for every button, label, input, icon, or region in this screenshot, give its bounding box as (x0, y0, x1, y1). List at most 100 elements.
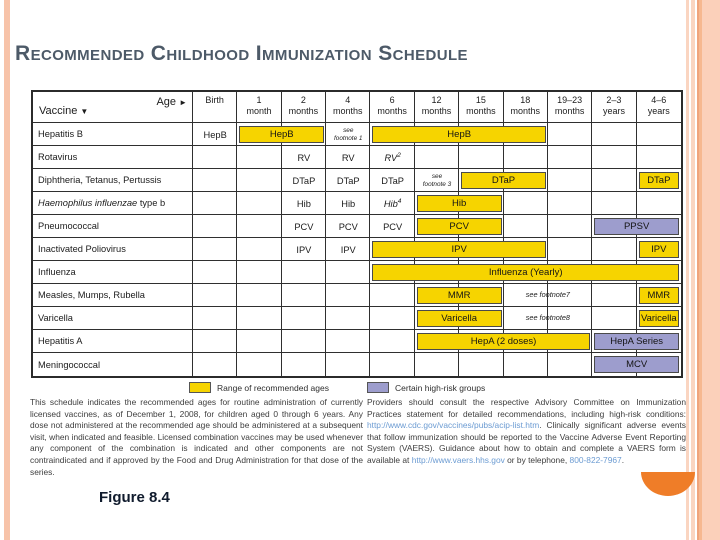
table-cell (592, 192, 637, 215)
row-label: Diphtheria, Tetanus, Pertussis (33, 169, 193, 192)
cell-entry: PCV (294, 221, 314, 232)
table-cell (547, 169, 593, 192)
table-cell (503, 307, 548, 330)
cell-entry: Hib (296, 198, 311, 209)
table-cell (503, 238, 548, 261)
column-header: 6 months (370, 92, 415, 123)
table-cell (281, 238, 327, 261)
column-header: 4–6 years (636, 92, 681, 123)
table-cell (237, 192, 282, 215)
table-cell (548, 353, 593, 376)
cell-entry: HepB (203, 129, 227, 140)
table-cell (193, 353, 238, 376)
footnote-note: see footnote7 (525, 290, 570, 300)
cell-entry: DTaP (336, 175, 360, 186)
cell-entry: RV2 (384, 151, 401, 163)
table-cell (503, 215, 548, 238)
table-cell (237, 215, 282, 238)
table-cell (370, 215, 415, 238)
table-cell (237, 307, 282, 330)
table-cell (459, 284, 504, 307)
row-label: Measles, Mumps, Rubella (33, 284, 193, 307)
table-cell (636, 169, 681, 192)
table-cell (281, 169, 327, 192)
range-bar: DTaP (461, 172, 546, 189)
down-triangle-icon: ▼ (80, 107, 89, 116)
footer-text-segment: . (621, 454, 625, 465)
footnote-note: see footnote 1 (334, 127, 363, 142)
legend-label: Certain high-risk groups (395, 382, 486, 393)
highrisk-bar: MCV (594, 356, 679, 373)
cell-entry: PCV (338, 221, 358, 232)
column-header: 15 months (459, 92, 504, 123)
table-cell (282, 353, 327, 376)
range-bar: IPV (638, 241, 679, 258)
footer-link[interactable]: http://www.cdc.gov/vaccines/pubs/acip-li… (367, 420, 540, 431)
table-cell (592, 284, 637, 307)
table-cell (370, 284, 415, 307)
table-cell (547, 238, 593, 261)
highrisk-bar: PPSV (594, 218, 679, 235)
table-cell (459, 307, 504, 330)
table-cell (237, 330, 282, 353)
column-header: 4 months (326, 92, 371, 123)
column-header: 19–23 months (547, 92, 593, 123)
table-cell (370, 146, 415, 169)
table-cell (459, 215, 504, 238)
table-cell (193, 123, 238, 146)
table-cell (503, 284, 548, 307)
right-border-stripes (686, 0, 720, 540)
footnote-note: see footnote8 (525, 313, 570, 323)
table-cell (193, 307, 238, 330)
table-cell (547, 146, 593, 169)
table-cell (592, 238, 637, 261)
range-bar: HepB (239, 126, 325, 143)
cell-entry: Hib4 (383, 197, 402, 209)
range-bar: MMR (416, 287, 502, 304)
range-bar: Hib (416, 195, 502, 212)
range-bar: PCV (416, 218, 502, 235)
table-cell (237, 238, 282, 261)
table-cell (281, 330, 327, 353)
table-cell (326, 192, 371, 215)
table-cell (326, 284, 371, 307)
table-cell (370, 192, 415, 215)
table-cell (193, 261, 238, 284)
column-header: 18 months (503, 92, 548, 123)
table-cell (193, 215, 238, 238)
cell-entry: Hib (341, 198, 356, 209)
row-label: Hepatitis B (33, 123, 193, 146)
age-axis-header: Age ► (156, 96, 187, 108)
table-cell (281, 146, 327, 169)
legend-label: Range of recommended ages (217, 382, 329, 393)
column-header: 2–3 years (592, 92, 637, 123)
cell-entry: RV (297, 152, 311, 163)
footer-link[interactable]: http://www.vaers.hhs.gov (411, 454, 505, 465)
table-cell (636, 215, 681, 238)
table-cell (281, 307, 327, 330)
table-cell (459, 192, 504, 215)
table-cell (370, 307, 415, 330)
row-label: Pneumococcal (33, 215, 193, 238)
table-cell (326, 353, 371, 376)
table-cell (547, 215, 593, 238)
table-cell (193, 238, 238, 261)
footer-link[interactable]: 800-822-7967 (569, 454, 622, 465)
table-cell (237, 169, 282, 192)
table-cell (326, 215, 371, 238)
cell-entry: IPV (296, 244, 312, 255)
table-cell (547, 123, 593, 146)
column-header: 2 months (281, 92, 327, 123)
table-cell (237, 353, 282, 376)
cell-entry: PCV (383, 221, 403, 232)
range-bar: HepA (2 doses) (416, 333, 591, 350)
table-cell (504, 353, 548, 376)
range-bar: HepB (372, 126, 546, 143)
footer-note-left: This schedule indicates the recommended … (30, 397, 363, 477)
row-label: Inactivated Poliovirus (33, 238, 193, 261)
range-bar: Varicella (638, 310, 679, 327)
table-cell (326, 330, 371, 353)
table-cell (547, 284, 593, 307)
left-border-stripe (4, 0, 10, 540)
